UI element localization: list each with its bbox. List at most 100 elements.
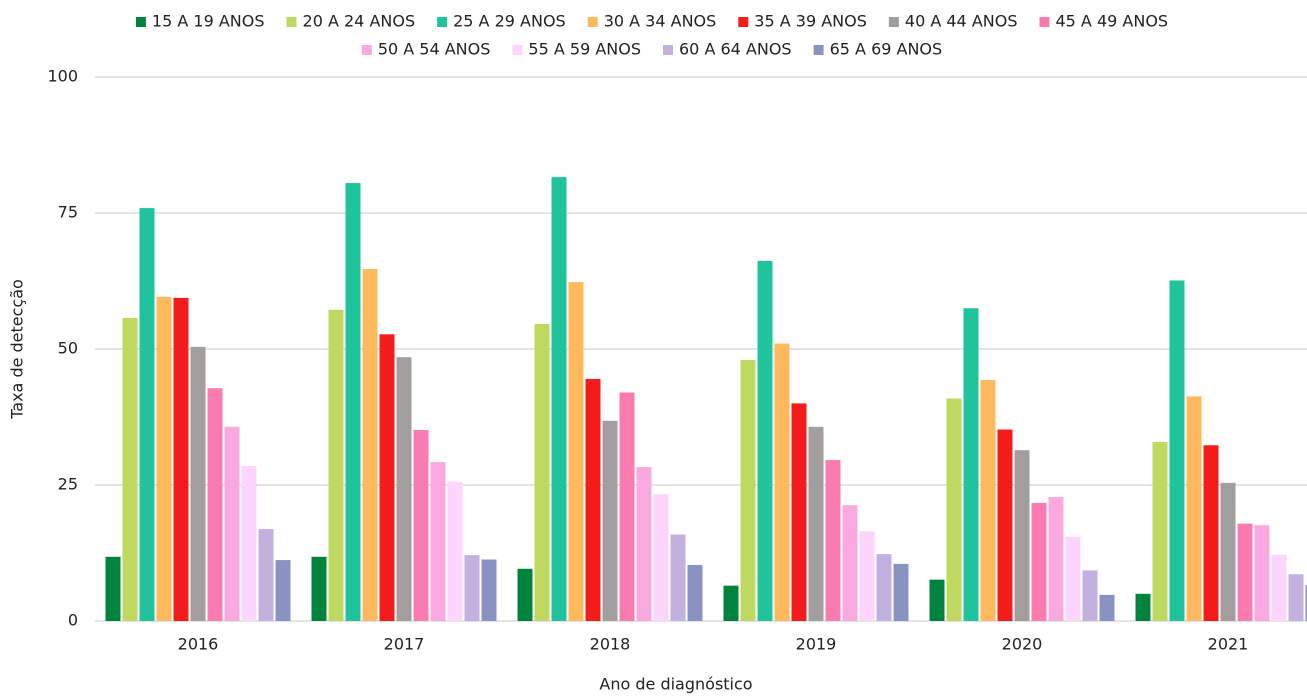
legend-label: 20 A 24 ANOS xyxy=(303,12,416,31)
bar xyxy=(842,505,858,621)
legend-marker xyxy=(286,17,297,27)
bar xyxy=(1048,496,1064,621)
bar xyxy=(190,346,206,621)
legend-marker xyxy=(1039,17,1050,27)
bar xyxy=(139,208,155,621)
bar xyxy=(328,309,344,621)
bar xyxy=(602,420,618,621)
bar xyxy=(723,585,739,621)
bar xyxy=(963,308,979,621)
x-tick-label: 2021 xyxy=(1208,635,1249,654)
bar xyxy=(105,556,121,621)
x-tick-label: 2016 xyxy=(178,635,219,654)
y-axis-title: Taxa de detecção xyxy=(8,279,27,420)
legend-label: 50 A 54 ANOS xyxy=(378,40,491,59)
bar xyxy=(670,534,686,621)
legend-marker xyxy=(437,17,448,27)
bar xyxy=(946,398,962,621)
bar xyxy=(1271,554,1287,621)
bar xyxy=(1031,502,1047,621)
bar xyxy=(207,388,223,621)
bar xyxy=(893,563,909,621)
bar xyxy=(859,531,875,621)
bar xyxy=(1237,523,1253,621)
bar xyxy=(997,429,1013,621)
bar xyxy=(311,556,327,621)
bar xyxy=(362,269,378,621)
x-tick-label: 2017 xyxy=(384,635,425,654)
bar xyxy=(396,357,412,621)
bar xyxy=(156,296,172,621)
bar xyxy=(568,282,584,621)
bar xyxy=(345,183,361,621)
bar xyxy=(275,560,291,621)
legend-marker xyxy=(888,17,899,27)
bar xyxy=(173,297,189,621)
bar xyxy=(687,564,703,621)
bar xyxy=(876,554,892,621)
bar xyxy=(1186,396,1202,621)
y-tick-label: 75 xyxy=(58,203,78,222)
bar xyxy=(1082,570,1098,621)
y-tick-label: 50 xyxy=(58,339,78,358)
bar xyxy=(980,380,996,621)
bar xyxy=(379,334,395,621)
x-tick-label: 2018 xyxy=(590,635,631,654)
bar xyxy=(585,378,601,621)
legend-label: 65 A 69 ANOS xyxy=(830,40,943,59)
legend-marker xyxy=(738,17,749,27)
bar xyxy=(1203,445,1219,621)
bar xyxy=(551,177,567,621)
legend-marker xyxy=(135,17,146,27)
bar xyxy=(1099,594,1115,621)
bar xyxy=(413,430,429,621)
legend-row: 50 A 54 ANOS 55 A 59 ANOS 60 A 64 ANOS 65 A… xyxy=(361,40,943,59)
y-tick-label: 25 xyxy=(58,475,78,494)
bar xyxy=(740,359,756,621)
legend-label: 35 A 39 ANOS xyxy=(754,12,867,31)
bar xyxy=(517,568,533,621)
bar xyxy=(1288,574,1304,621)
bar xyxy=(258,529,274,621)
legend-label: 55 A 59 ANOS xyxy=(528,40,641,59)
legend-label: 60 A 64 ANOS xyxy=(679,40,792,59)
legend-label: 15 A 19 ANOS xyxy=(152,12,265,31)
bar xyxy=(1014,450,1030,621)
bar xyxy=(1135,593,1151,621)
legend-label: 40 A 44 ANOS xyxy=(905,12,1018,31)
x-tick-label: 2020 xyxy=(1002,635,1043,654)
bar xyxy=(430,462,446,621)
bar xyxy=(1169,280,1185,621)
bar xyxy=(619,392,635,621)
legend-marker xyxy=(663,45,673,55)
bar xyxy=(774,343,790,621)
bar xyxy=(1152,442,1168,621)
bar xyxy=(653,494,669,621)
bar xyxy=(1305,585,1307,621)
legend-marker xyxy=(512,45,523,55)
legend-label: 25 A 29 ANOS xyxy=(453,12,566,31)
bar xyxy=(1220,482,1236,621)
x-tick-label: 2019 xyxy=(796,635,837,654)
legend-marker xyxy=(813,45,824,55)
legend-row: 15 A 19 ANOS 20 A 24 ANOS 25 A 29 ANOS 30 A… xyxy=(135,12,1168,31)
bar xyxy=(825,459,841,621)
bar xyxy=(791,403,807,621)
bar xyxy=(636,467,652,621)
bar xyxy=(929,579,945,621)
legend-marker xyxy=(587,17,598,27)
y-tick-label: 0 xyxy=(68,611,78,630)
bar xyxy=(481,559,497,621)
legend-label: 30 A 34 ANOS xyxy=(604,12,717,31)
y-tick-label: 100 xyxy=(47,67,78,86)
legend-label: 45 A 49 ANOS xyxy=(1055,12,1168,31)
bar xyxy=(808,426,824,621)
bar xyxy=(1254,525,1270,621)
bar xyxy=(1065,536,1081,621)
x-axis-title: Ano de diagnóstico xyxy=(599,675,752,694)
bar xyxy=(447,481,463,621)
bar xyxy=(241,465,257,621)
bar xyxy=(464,555,480,621)
bar xyxy=(122,317,138,621)
